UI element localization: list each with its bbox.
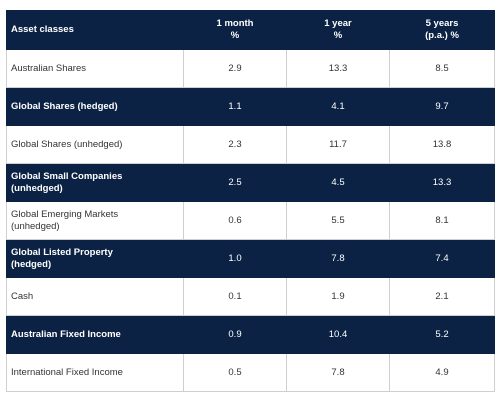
one-year-value: 7.8 (286, 239, 390, 278)
asset-class-label: Global Listed Property (hedged) (6, 239, 184, 278)
header-one-month: 1 month % (183, 10, 287, 50)
one-month-value: 2.3 (183, 125, 287, 164)
asset-class-label: Global Shares (hedged) (6, 87, 184, 126)
header-one-month-line2: % (230, 30, 240, 41)
one-month-value: 1.1 (183, 87, 287, 126)
one-year-value: 11.7 (286, 125, 390, 164)
table-row: Global Shares (hedged) 1.1 4.1 9.7 (6, 87, 495, 126)
asset-class-label-line: (unhedged) (11, 220, 60, 232)
header-one-year: 1 year % (286, 10, 390, 50)
five-year-value: 13.3 (389, 163, 495, 202)
header-row: Asset classes 1 month % 1 year % 5 years… (6, 10, 495, 50)
one-year-value: 7.8 (286, 353, 390, 392)
table-row: Global Emerging Markets (unhedged) 0.6 5.5 8… (6, 201, 495, 240)
asset-class-label: Cash (6, 277, 184, 316)
asset-class-label-line: Global Listed Property (11, 246, 113, 258)
asset-class-label: Global Emerging Markets (unhedged) (6, 201, 184, 240)
one-month-value: 0.1 (183, 277, 287, 316)
five-year-value: 9.7 (389, 87, 495, 126)
one-month-value: 0.9 (183, 315, 287, 354)
asset-class-label: Australian Fixed Income (6, 315, 184, 354)
asset-returns-table-container: Asset classes 1 month % 1 year % 5 years… (6, 10, 495, 392)
one-month-value: 2.9 (183, 49, 287, 88)
table-row: Global Listed Property (hedged) 1.0 7.8 7.4 (6, 239, 495, 278)
table-row: Australian Fixed Income 0.9 10.4 5.2 (6, 315, 495, 354)
five-year-value: 8.5 (389, 49, 495, 88)
table-row: Australian Shares 2.9 13.3 8.5 (6, 49, 495, 88)
one-year-value: 13.3 (286, 49, 390, 88)
asset-class-label: Global Shares (unhedged) (6, 125, 184, 164)
header-one-year-line2: % (333, 30, 343, 41)
five-year-value: 2.1 (389, 277, 495, 316)
one-month-value: 2.5 (183, 163, 287, 202)
asset-class-label: Australian Shares (6, 49, 184, 88)
five-year-value: 5.2 (389, 315, 495, 354)
five-year-value: 13.8 (389, 125, 495, 164)
header-five-years: 5 years (p.a.) % (389, 10, 495, 50)
one-year-value: 4.5 (286, 163, 390, 202)
table-body: Australian Shares 2.9 13.3 8.5 Global Shares… (6, 49, 495, 392)
table-row: Cash 0.1 1.9 2.1 (6, 277, 495, 316)
five-year-value: 8.1 (389, 201, 495, 240)
one-year-value: 4.1 (286, 87, 390, 126)
one-month-value: 1.0 (183, 239, 287, 278)
asset-class-label-line: (unhedged) (11, 182, 63, 194)
one-year-value: 1.9 (286, 277, 390, 316)
asset-class-label: International Fixed Income (6, 353, 184, 392)
asset-class-label: Global Small Companies (unhedged) (6, 163, 184, 202)
five-year-value: 7.4 (389, 239, 495, 278)
one-year-value: 10.4 (286, 315, 390, 354)
header-five-years-line2: (p.a.) % (425, 30, 459, 41)
table-row: Global Shares (unhedged) 2.3 11.7 13.8 (6, 125, 495, 164)
header-five-years-line1: 5 years (425, 18, 459, 29)
five-year-value: 4.9 (389, 353, 495, 392)
asset-class-label-line: Global Emerging Markets (11, 208, 119, 220)
one-month-value: 0.5 (183, 353, 287, 392)
asset-class-label-line: Global Small Companies (11, 170, 123, 182)
table-row: International Fixed Income 0.5 7.8 4.9 (6, 353, 495, 392)
asset-returns-table: Asset classes 1 month % 1 year % 5 years… (6, 10, 495, 392)
one-year-value: 5.5 (286, 201, 390, 240)
header-asset-classes: Asset classes (6, 10, 184, 50)
table-row: Global Small Companies (unhedged) 2.5 4.5 13… (6, 163, 495, 202)
asset-class-label-line: (hedged) (11, 258, 52, 270)
one-month-value: 0.6 (183, 201, 287, 240)
table-header: Asset classes 1 month % 1 year % 5 years… (6, 10, 495, 50)
header-one-month-line1: 1 month (216, 18, 254, 29)
header-one-year-line1: 1 year (324, 18, 352, 29)
